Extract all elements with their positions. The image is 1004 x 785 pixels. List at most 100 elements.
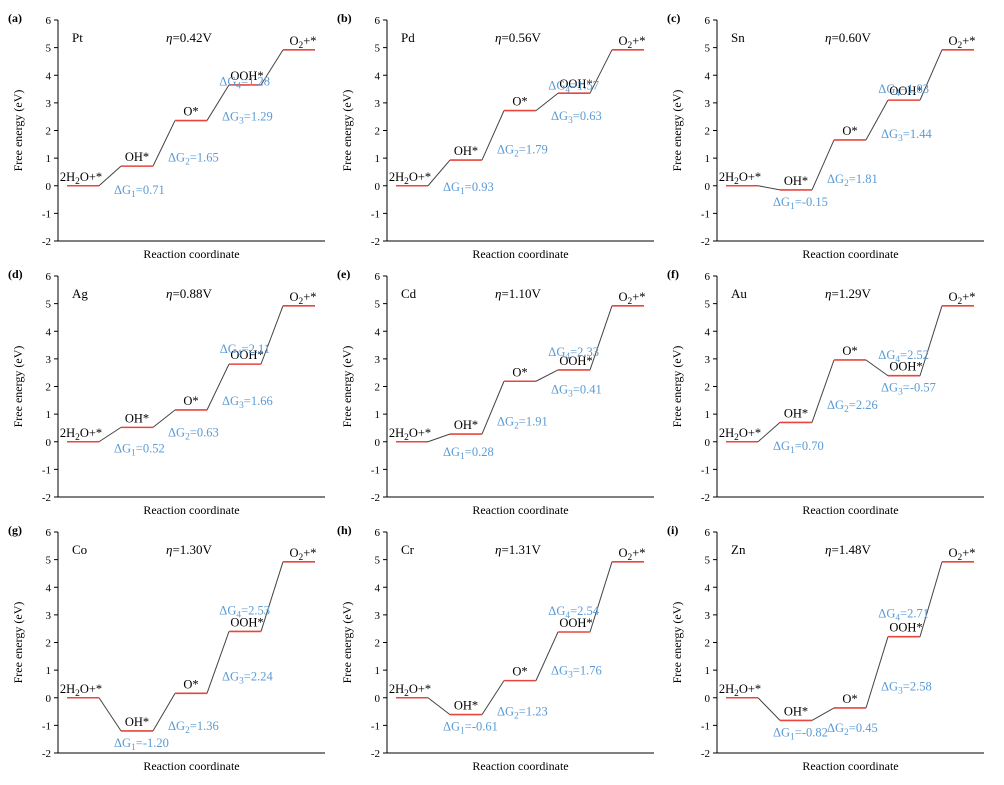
- delta-g-label: ΔG4=1.28: [219, 74, 270, 91]
- delta-g-label: ΔG1=0.28: [443, 445, 494, 462]
- step-connector: [589, 49, 613, 94]
- delta-g-label: ΔG2=0.45: [827, 721, 878, 738]
- step-connector: [919, 305, 943, 376]
- y-tick-label: 3: [705, 610, 711, 622]
- step-connector: [98, 165, 122, 187]
- step-connector: [98, 426, 122, 443]
- step-connector: [206, 84, 230, 121]
- y-tick-label: 0: [46, 437, 52, 449]
- y-tick-label: 4: [705, 582, 711, 594]
- species-label: 2H2O+*: [719, 426, 761, 443]
- species-label: O2+*: [618, 34, 645, 51]
- y-axis-title: Free energy (eV): [340, 346, 354, 428]
- panel-label: (a): [8, 11, 22, 25]
- y-tick-label: 3: [375, 610, 381, 622]
- delta-g-label: ΔG1=0.93: [443, 180, 494, 197]
- species-label: OH*: [454, 418, 478, 432]
- panel-pt: -2 -1 0 1 2 3 4 5 6 Free energy (eV) Reaction coor…: [8, 11, 325, 261]
- step-connector: [481, 110, 505, 161]
- step-connector: [206, 631, 230, 694]
- delta-g-label: ΔG3=1.44: [881, 127, 932, 144]
- y-tick-label: 0: [705, 181, 711, 193]
- step-connector: [589, 561, 613, 633]
- delta-g-label: ΔG4=1.57: [548, 79, 599, 96]
- delta-g-label: ΔG1=0.71: [114, 183, 165, 200]
- x-axis-title: Reaction coordinate: [472, 247, 568, 261]
- species-label: O*: [842, 692, 857, 706]
- y-tick-label: -2: [42, 236, 51, 248]
- delta-g-label: ΔG4=2.33: [548, 345, 599, 362]
- y-tick-label: 3: [375, 98, 381, 110]
- y-tick-label: 5: [375, 555, 381, 567]
- species-label: OOH*: [230, 69, 263, 83]
- overpotential-label: η=0.42V: [166, 30, 213, 45]
- species-label: O2+*: [948, 546, 975, 563]
- species-label: OOH*: [559, 77, 592, 91]
- delta-g-label: ΔG4=2.53: [219, 604, 270, 621]
- y-tick-label: 3: [46, 354, 52, 366]
- step-connector: [757, 422, 781, 443]
- delta-g-label: ΔG1=-1.20: [114, 736, 169, 753]
- y-tick-label: -2: [701, 492, 710, 504]
- y-tick-label: 2: [375, 638, 381, 650]
- step-connector: [811, 707, 835, 721]
- y-tick-label: 0: [705, 693, 711, 705]
- y-tick-label: 2: [705, 126, 711, 138]
- y-tick-label: 5: [46, 555, 52, 567]
- y-tick-label: 6: [705, 271, 711, 283]
- species-label: O2+*: [618, 546, 645, 563]
- y-tick-label: 4: [705, 326, 711, 338]
- y-tick-label: 2: [46, 382, 52, 394]
- y-tick-label: -1: [371, 464, 380, 476]
- y-tick-label: -2: [371, 236, 380, 248]
- panel-ag: -2 -1 0 1 2 3 4 5 6 Free energy (eV) Reaction coor…: [8, 267, 325, 517]
- y-tick-label: 5: [705, 299, 711, 311]
- y-tick-label: 0: [375, 693, 381, 705]
- y-tick-label: 5: [46, 299, 52, 311]
- delta-g-label: ΔG1=-0.15: [773, 195, 828, 212]
- delta-g-label: ΔG3=-0.57: [881, 381, 936, 398]
- metal-label: Cr: [401, 542, 415, 557]
- step-connector: [919, 49, 943, 101]
- species-label: OOH*: [889, 360, 922, 374]
- overpotential-label: η=1.10V: [495, 286, 542, 301]
- y-tick-label: 6: [46, 15, 52, 27]
- step-connector: [757, 697, 781, 721]
- panel-pd: -2 -1 0 1 2 3 4 5 6 Free energy (eV) Reaction coor…: [337, 11, 654, 261]
- species-label: 2H2O+*: [60, 682, 102, 699]
- delta-g-label: ΔG3=2.58: [881, 679, 932, 696]
- panel-zn: -2 -1 0 1 2 3 4 5 6 Free energy (eV) Reaction coor…: [667, 523, 984, 773]
- step-connector: [481, 381, 505, 435]
- step-connector: [260, 305, 284, 365]
- y-tick-label: 4: [705, 70, 711, 82]
- y-tick-label: 0: [375, 181, 381, 193]
- y-tick-label: 3: [705, 354, 711, 366]
- species-label: O*: [512, 665, 527, 679]
- y-tick-label: 1: [46, 409, 52, 421]
- species-label: OH*: [784, 174, 808, 188]
- step-connector: [98, 697, 122, 732]
- y-tick-label: 6: [375, 15, 381, 27]
- y-tick-label: 2: [375, 126, 381, 138]
- metal-label: Sn: [731, 30, 745, 45]
- y-tick-label: 2: [705, 382, 711, 394]
- delta-g-label: ΔG4=2.52: [878, 348, 929, 365]
- species-label: 2H2O+*: [60, 426, 102, 443]
- y-axis-title: Free energy (eV): [11, 346, 25, 428]
- species-label: OOH*: [559, 354, 592, 368]
- step-connector: [535, 92, 559, 112]
- species-label: O*: [512, 365, 527, 379]
- step-connector: [589, 305, 613, 371]
- step-connector: [919, 561, 943, 637]
- delta-g-label: ΔG3=1.66: [222, 394, 273, 411]
- y-axis-title: Free energy (eV): [670, 602, 684, 684]
- y-axis-title: Free energy (eV): [670, 346, 684, 428]
- species-label: 2H2O+*: [719, 170, 761, 187]
- metal-label: Pd: [401, 30, 415, 45]
- y-tick-label: -1: [701, 720, 710, 732]
- y-tick-label: -1: [371, 208, 380, 220]
- y-tick-label: -2: [371, 748, 380, 760]
- x-axis-title: Reaction coordinate: [802, 759, 898, 773]
- step-connector: [152, 693, 176, 732]
